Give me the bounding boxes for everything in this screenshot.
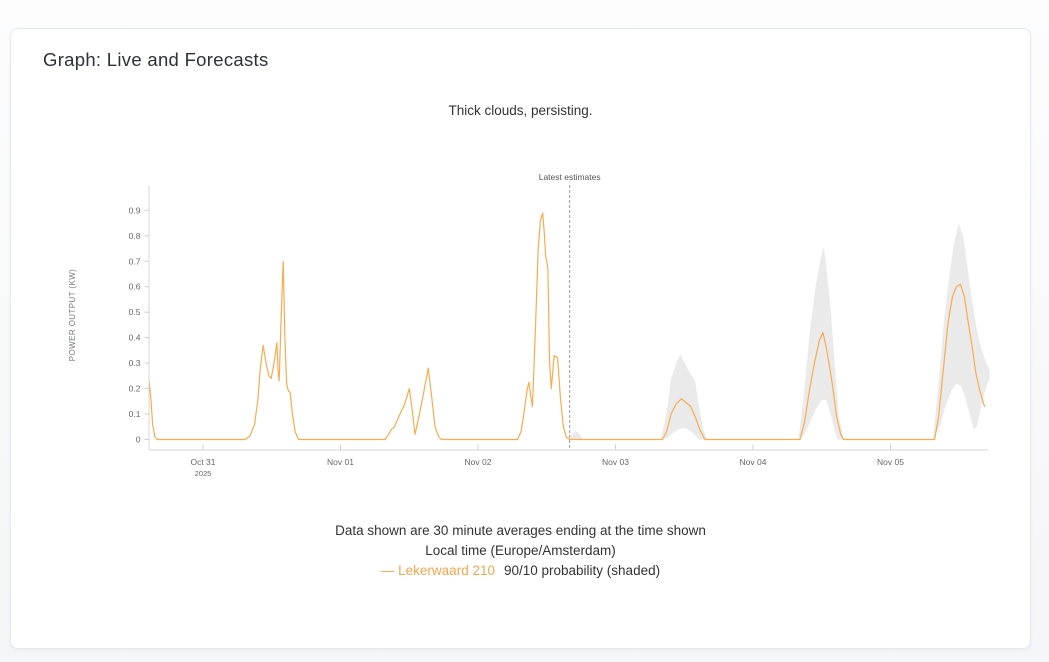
chart-footer: Data shown are 30 minute averages ending… [11, 521, 1030, 581]
y-tick-label: 0.1 [129, 409, 141, 419]
footer-timezone-note: Local time (Europe/Amsterdam) [425, 543, 616, 558]
power-output-forecast-chart[interactable]: 0 0.1 0.2 0.3 0.4 0.5 0.6 0.7 0.8 0.9 Oct 31 2025 No… [11, 29, 1032, 650]
x-tick-label: Nov 01 [327, 457, 354, 467]
plot-area [149, 212, 990, 441]
y-tick-label: 0.5 [129, 307, 141, 317]
page-title: Graph: Live and Forecasts [43, 49, 269, 70]
chart-subtitle: Thick clouds, persisting. [448, 103, 593, 118]
x-tick-label: Nov 05 [877, 457, 904, 467]
y-axis-title: POWER OUTPUT (KW) [68, 269, 77, 361]
y-tick-label: 0.7 [129, 256, 141, 266]
legend-series-label[interactable]: — Lekerwaard 210 [380, 563, 495, 578]
y-tick-label: 0 [136, 435, 141, 445]
forecast-card: Graph: Live and Forecasts Thick clouds, … [10, 28, 1031, 649]
y-tick-label: 0.2 [129, 384, 141, 394]
y-tick-label: 0.6 [129, 282, 141, 292]
x-tick-label: Nov 04 [740, 457, 767, 467]
x-tick-label: Nov 03 [602, 457, 629, 467]
uncertainty-band [569, 223, 990, 440]
x-tick-label: Oct 31 [190, 457, 215, 467]
legend-band-label: 90/10 probability (shaded) [503, 563, 661, 578]
series-line-lekerwaard-210 [149, 212, 986, 441]
chart-legend: — Lekerwaard 210 90/10 probability (shade… [11, 561, 1030, 581]
x-tick-sublabel: 2025 [195, 469, 212, 478]
latest-estimates-label: Latest estimates [539, 172, 601, 182]
y-tick-label: 0.4 [129, 333, 141, 343]
y-tick-label: 0.3 [129, 358, 141, 368]
footer-averaging-note: Data shown are 30 minute averages ending… [335, 523, 706, 538]
y-tick-label: 0.8 [129, 231, 141, 241]
y-tick-label: 0.9 [129, 205, 141, 215]
x-tick-label: Nov 02 [465, 457, 492, 467]
